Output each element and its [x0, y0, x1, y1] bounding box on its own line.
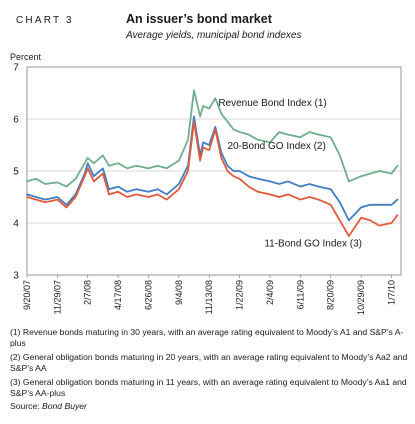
x-tick-label: 6/11/09: [295, 280, 305, 309]
x-tick-label: 2/7/08: [83, 280, 93, 305]
series-label-1: Revenue Bond Index (1): [218, 98, 326, 109]
x-tick-label: 11/29/07: [52, 280, 62, 314]
x-tick-label: 1/7/10: [386, 280, 396, 305]
y-axis-label: Percent: [10, 52, 42, 62]
footnote-3: (3) General obligation bonds maturing in…: [10, 377, 407, 398]
x-tick-labels: 9/20/07 11/29/07 2/7/08 4/17/08 6/26/08 9/4/0…: [22, 275, 396, 315]
footnote-2: (2) General obligation bonds maturing in…: [10, 352, 408, 373]
x-tick-label: 11/13/08: [204, 280, 214, 314]
footnote-1: (1) Revenue bonds maturing in 30 years, …: [10, 327, 404, 348]
source-label: Source:: [10, 401, 40, 411]
y-tick-labels: 3 4 5 6 7: [13, 63, 19, 282]
chart-title: An issuer’s bond market: [126, 12, 273, 26]
x-tick-label: 8/20/09: [326, 280, 336, 310]
series-line-1: [26, 89, 399, 188]
x-tick-label: 2/4/09: [265, 280, 275, 305]
series-line-3: [26, 120, 399, 237]
chart-number: CHART 3: [16, 15, 74, 26]
series-label-3: 11-Bond GO Index (3): [264, 238, 362, 249]
y-tick-label: 3: [13, 271, 19, 282]
x-tick-label: 4/17/08: [113, 280, 123, 310]
y-tick-label: 7: [13, 63, 19, 74]
source-name: Bond Buyer: [42, 401, 87, 411]
x-tick-label: 6/26/08: [143, 280, 153, 310]
series-label-2: 20-Bond GO Index (2): [227, 141, 325, 152]
series-line-2: [26, 115, 399, 222]
x-tick-label: 10/29/09: [356, 280, 366, 315]
series-lines: [26, 89, 399, 237]
source-note: Source: Bond Buyer: [10, 401, 410, 412]
chart-subtitle: Average yields, municipal bond indexes: [125, 30, 301, 41]
x-tick-label: 9/4/08: [174, 280, 184, 305]
y-tick-label: 5: [13, 167, 19, 178]
x-tick-label: 9/20/07: [22, 280, 32, 310]
y-tick-label: 4: [13, 219, 19, 230]
y-tick-label: 6: [13, 115, 19, 126]
x-tick-label: 1/22/09: [235, 280, 245, 310]
series-labels: Revenue Bond Index (1) 20-Bond GO Index (…: [218, 98, 362, 249]
